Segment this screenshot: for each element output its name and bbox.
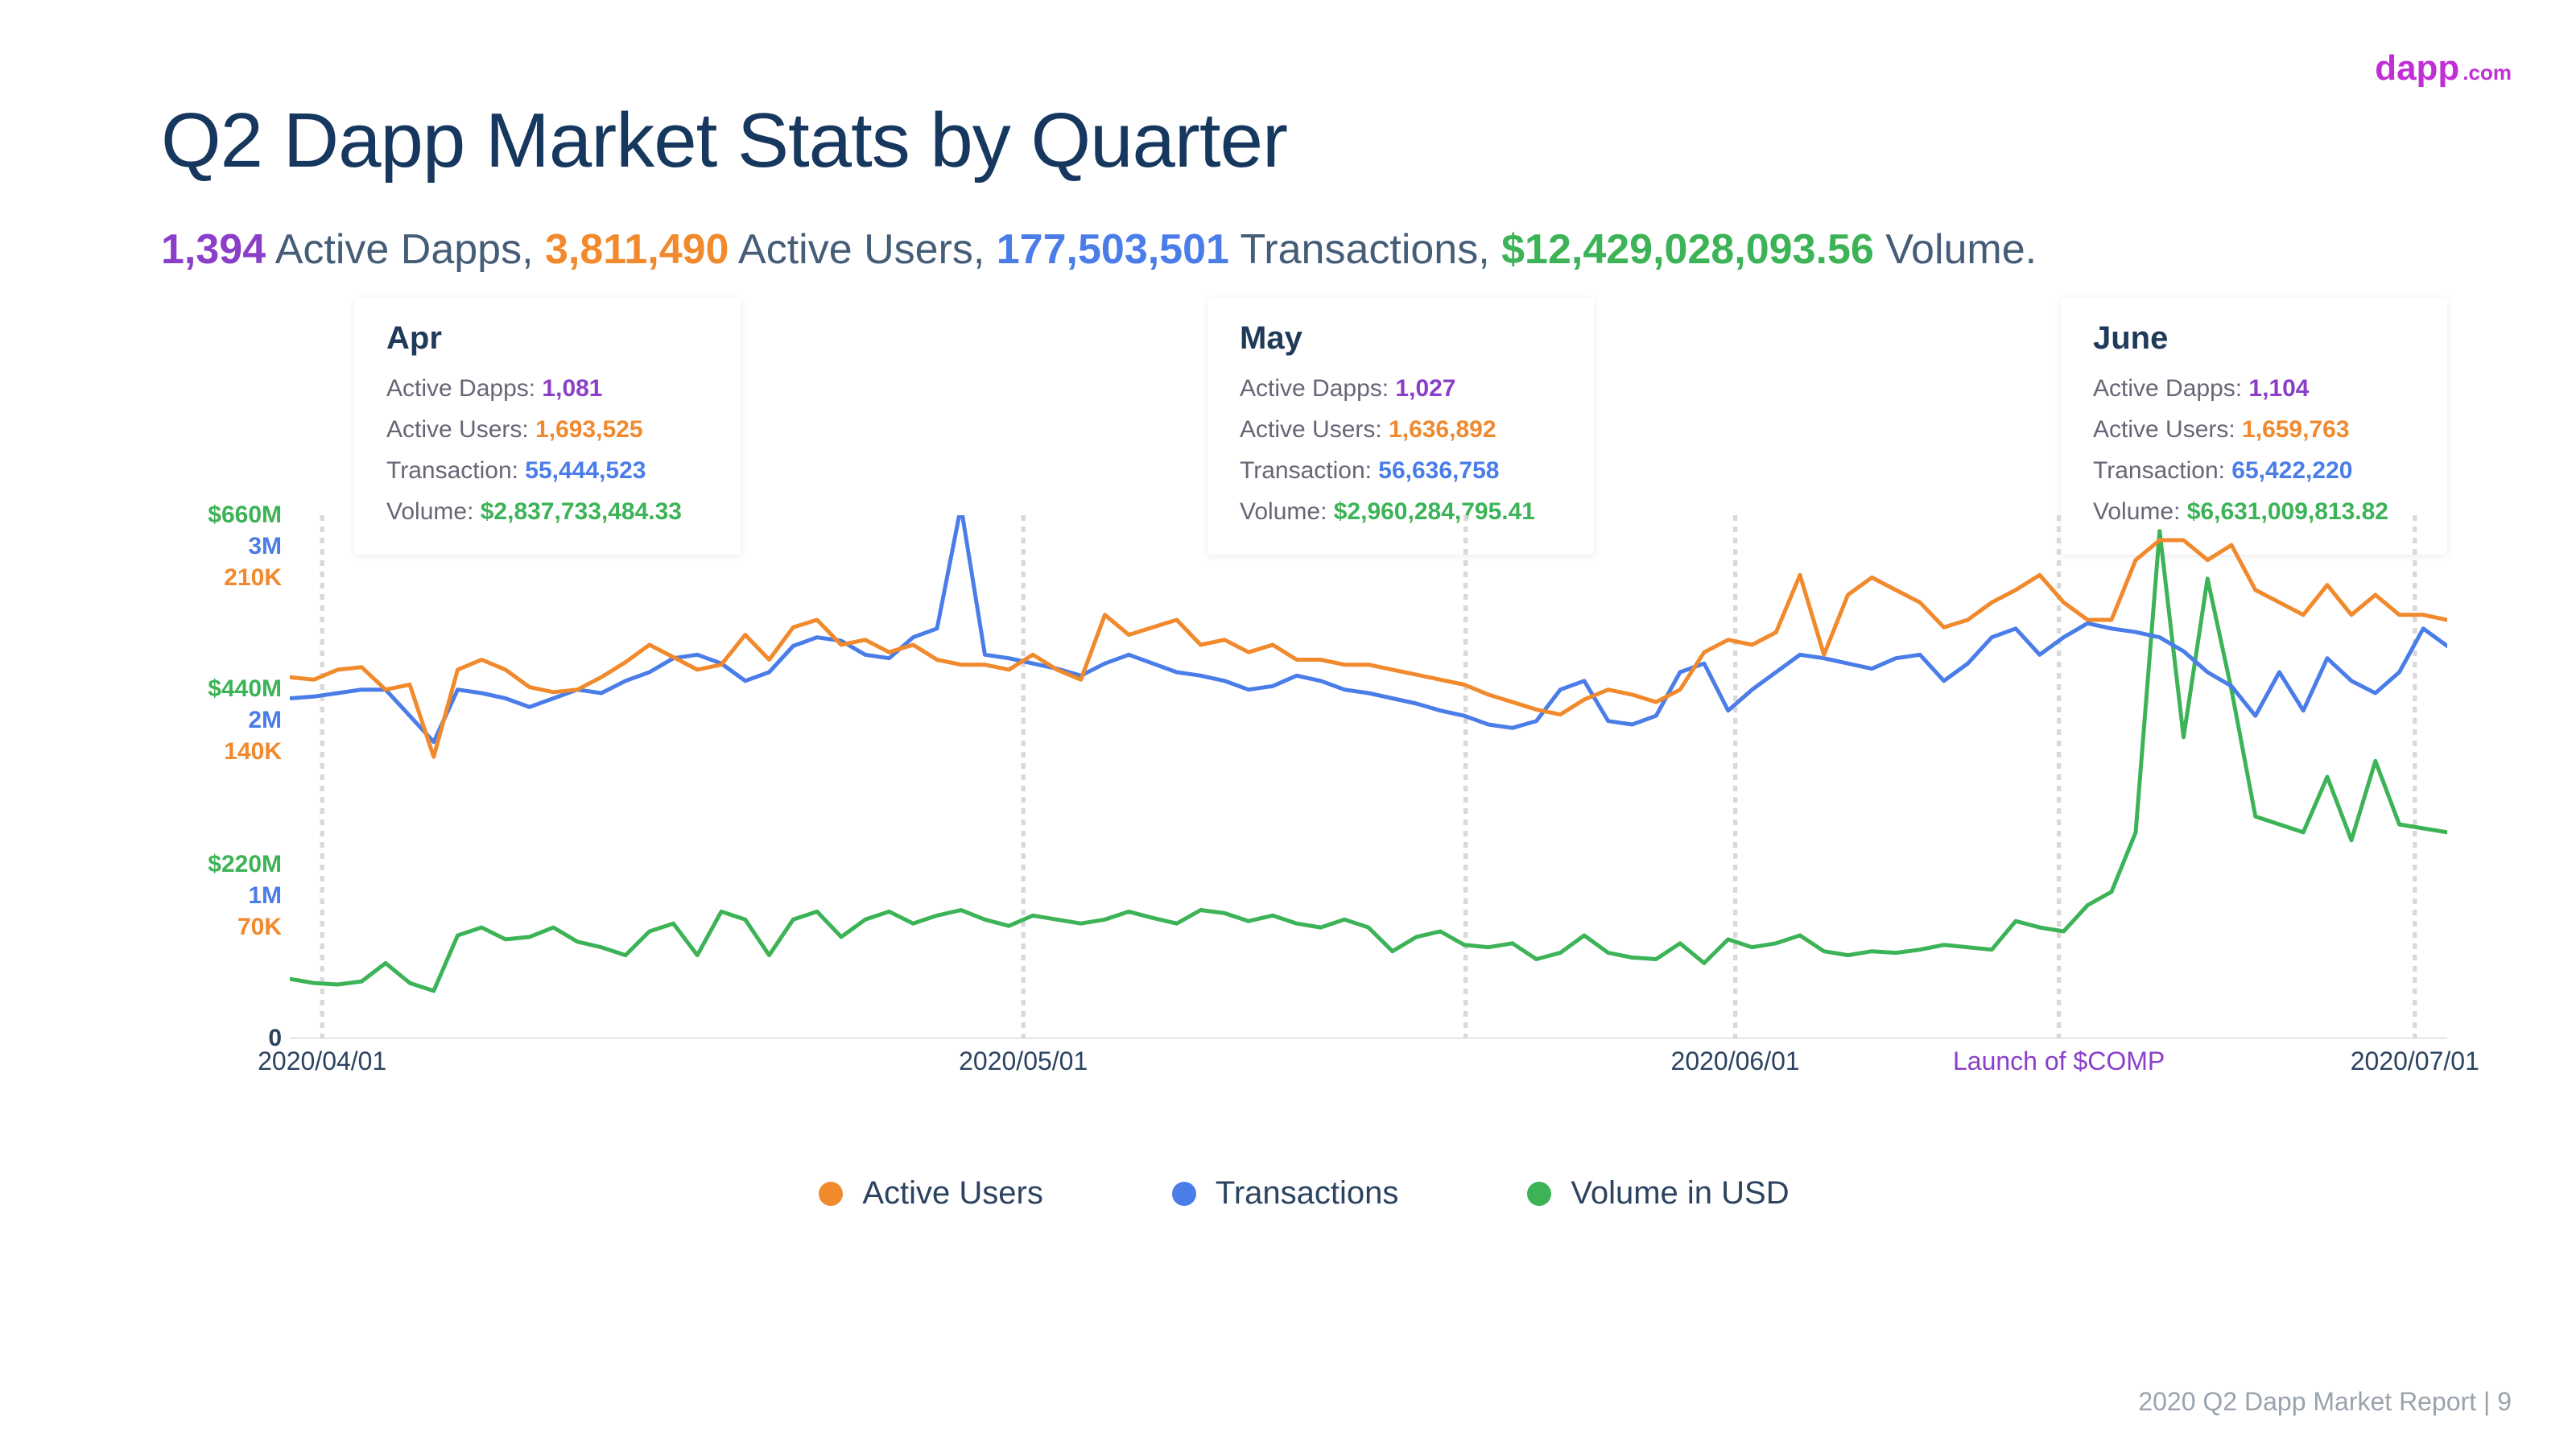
legend-item: Active Users <box>819 1175 1043 1212</box>
chart-area: $660M3M210K$440M2M140K$220M1M70K0 2020/0… <box>161 515 2447 1103</box>
legend-item: Transactions <box>1172 1175 1399 1212</box>
x-tick: Launch of $COMP <box>1953 1046 2165 1076</box>
x-tick: 2020/04/01 <box>258 1046 386 1076</box>
page-footer: 2020 Q2 Dapp Market Report | 9 <box>2138 1387 2512 1417</box>
legend-item: Volume in USD <box>1527 1175 1789 1212</box>
x-tick: 2020/05/01 <box>959 1046 1088 1076</box>
summary-line: 1,394 Active Dapps, 3,811,490 Active Use… <box>161 225 2037 274</box>
chart-legend: Active Users Transactions Volume in USD <box>161 1175 2447 1212</box>
page-title: Q2 Dapp Market Stats by Quarter <box>161 97 1287 185</box>
x-tick: 2020/06/01 <box>1671 1046 1800 1076</box>
x-tick: 2020/07/01 <box>2351 1046 2479 1076</box>
brand-logo: dapp.com <box>2375 48 2512 89</box>
